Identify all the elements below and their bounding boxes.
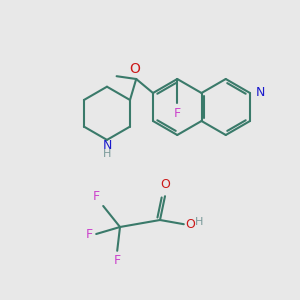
Text: F: F (114, 254, 121, 267)
Text: N: N (102, 139, 112, 152)
Text: F: F (174, 107, 181, 120)
Text: F: F (86, 227, 93, 241)
Text: N: N (256, 86, 266, 100)
Text: F: F (93, 190, 100, 203)
Text: O: O (185, 218, 195, 231)
Text: O: O (129, 62, 140, 76)
Text: H: H (195, 217, 203, 227)
Text: H: H (103, 149, 111, 159)
Text: O: O (160, 178, 170, 191)
